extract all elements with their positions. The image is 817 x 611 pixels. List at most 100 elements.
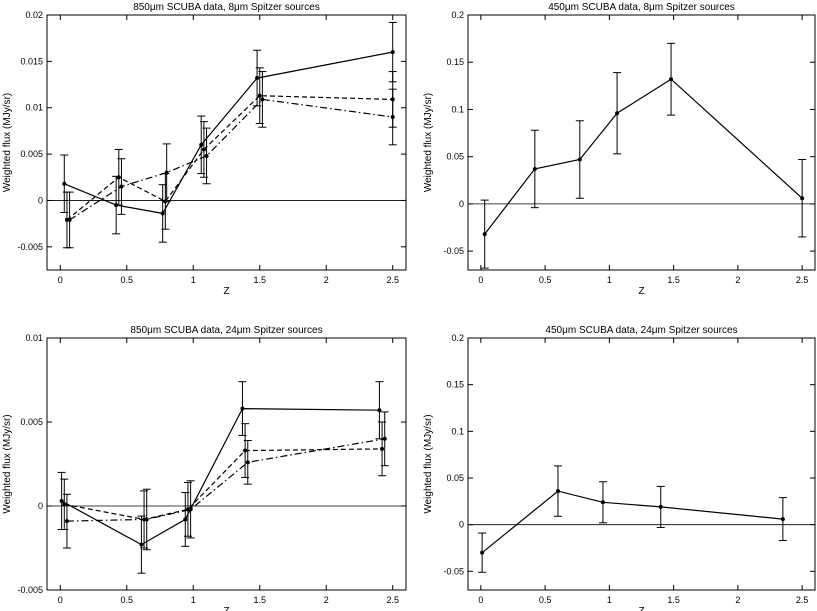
y-axis-title: Weighted flux (MJy/sr) — [423, 414, 434, 513]
series-solid — [478, 465, 787, 573]
x-tick-label: 0.5 — [121, 275, 134, 285]
x-tick-label: 1.5 — [667, 275, 680, 285]
y-tick-label: 0.015 — [20, 56, 43, 66]
x-tick-label: 1 — [607, 595, 612, 605]
y-tick-label: 0.2 — [451, 10, 464, 20]
y-tick-label: -0.005 — [17, 242, 43, 252]
y-tick-label: 0.005 — [20, 417, 43, 427]
chart-title: 850μm SCUBA data, 8μm Spitzer sources — [133, 2, 320, 13]
data-point — [532, 166, 537, 171]
data-point — [62, 181, 67, 186]
y-tick-label: 0.01 — [25, 103, 43, 113]
data-point — [188, 507, 193, 512]
x-tick-label: 2 — [735, 595, 740, 605]
x-axis-title: Z — [223, 286, 229, 297]
data-point — [116, 175, 121, 180]
series-solid — [480, 42, 807, 269]
x-tick-label: 0 — [478, 595, 483, 605]
data-point — [64, 519, 69, 524]
y-tick-label: 0 — [459, 199, 464, 209]
y-tick-label: 0 — [38, 195, 43, 205]
x-tick-label: 2 — [324, 275, 329, 285]
data-point — [658, 504, 663, 509]
series-line — [69, 98, 393, 221]
y-tick-label: -0.005 — [17, 585, 43, 595]
chart-title: 450μm SCUBA data, 24μm Spitzer sources — [545, 325, 737, 336]
x-tick-label: 2 — [735, 275, 740, 285]
y-tick-label: 0.05 — [446, 152, 464, 162]
plot-frame — [467, 337, 816, 591]
plot-frame — [467, 14, 816, 271]
series-line — [66, 95, 393, 221]
data-point — [257, 93, 262, 98]
data-point — [183, 517, 188, 522]
series-dashed — [62, 67, 397, 249]
data-point — [255, 76, 260, 81]
x-tick-label: 1 — [191, 275, 196, 285]
plot-frame — [46, 337, 407, 591]
y-tick-label: -0.05 — [443, 566, 464, 576]
x-tick-label: 2.5 — [796, 275, 809, 285]
data-point — [390, 50, 395, 55]
x-tick-label: 0.5 — [539, 595, 552, 605]
x-axis-title: Z — [638, 606, 644, 611]
data-point — [577, 157, 582, 162]
data-point — [243, 448, 248, 453]
data-point — [380, 446, 385, 451]
y-tick-label: 0.02 — [25, 10, 43, 20]
y-tick-label: 0.15 — [446, 380, 464, 390]
data-point — [615, 111, 620, 116]
data-point — [377, 408, 382, 413]
series-dashed — [60, 421, 387, 549]
y-axis-title: Weighted flux (MJy/sr) — [2, 93, 13, 192]
data-point — [382, 436, 387, 441]
data-point — [555, 489, 560, 494]
data-point — [780, 517, 785, 522]
data-point — [669, 77, 674, 82]
data-point — [119, 184, 124, 189]
y-tick-label: 0 — [38, 501, 43, 511]
x-tick-label: 2.5 — [386, 595, 399, 605]
x-tick-label: 1 — [607, 275, 612, 285]
data-point — [800, 196, 805, 201]
data-point — [201, 147, 206, 152]
chart-panel-3: 850μm SCUBA data, 24μm Spitzer sources 0 0… — [2, 325, 407, 611]
y-tick-label: 0.2 — [451, 333, 464, 343]
series-solid — [57, 381, 384, 574]
series-line — [66, 438, 385, 522]
series-solid — [60, 21, 397, 243]
x-tick-label: 2.5 — [386, 275, 399, 285]
series-dash-dot — [65, 71, 397, 249]
x-tick-label: 1.5 — [253, 595, 266, 605]
x-tick-label: 0 — [58, 595, 63, 605]
series-line — [484, 78, 803, 235]
x-tick-label: 2 — [324, 595, 329, 605]
series-dash-dot — [62, 411, 389, 551]
chart-panel-2: 450μm SCUBA data, 8μm Spitzer sources 0 0.… — [423, 2, 816, 297]
y-tick-label: 0.1 — [451, 104, 464, 114]
y-axis-title: Weighted flux (MJy/sr) — [423, 93, 434, 192]
x-tick-label: 1 — [191, 595, 196, 605]
y-tick-label: 0.1 — [451, 426, 464, 436]
series-line — [64, 448, 383, 521]
x-axis-title: Z — [638, 286, 644, 297]
data-point — [67, 217, 72, 222]
data-point — [199, 142, 204, 147]
x-tick-label: 0.5 — [121, 595, 134, 605]
x-tick-label: 0.5 — [539, 275, 552, 285]
data-point — [390, 115, 395, 119]
x-tick-label: 0 — [58, 275, 63, 285]
data-point — [600, 500, 605, 505]
data-point — [59, 498, 64, 503]
chart-title: 850μm SCUBA data, 24μm Spitzer sources — [130, 325, 322, 336]
x-tick-label: 1.5 — [667, 595, 680, 605]
x-axis-title: Z — [223, 606, 229, 611]
data-point — [260, 97, 265, 102]
y-tick-label: 0.15 — [446, 57, 464, 67]
data-point — [144, 517, 149, 522]
y-tick-label: 0.01 — [25, 333, 43, 343]
y-tick-label: -0.05 — [443, 246, 464, 256]
data-point — [240, 406, 245, 411]
plot-frame — [46, 14, 407, 271]
